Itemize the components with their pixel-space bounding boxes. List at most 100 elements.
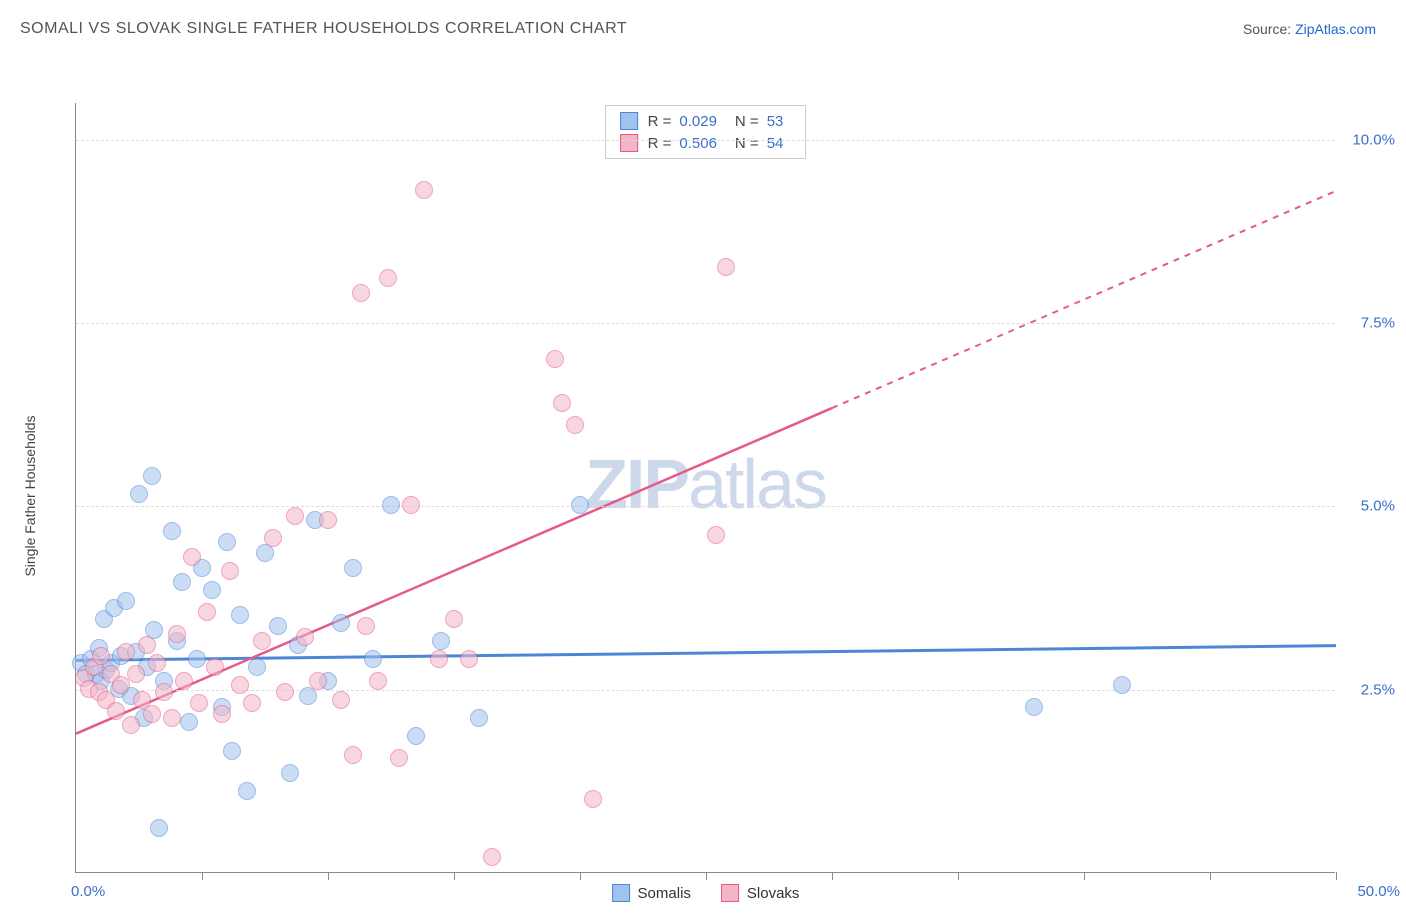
gridline [76,140,1335,141]
chart-container: Single Father Households ZIPatlas R =0.0… [20,48,1386,913]
data-point [296,628,314,646]
y-tick-label: 2.5% [1361,681,1395,698]
x-tick [580,872,581,880]
data-point [264,529,282,547]
data-point [430,650,448,668]
x-tick [706,872,707,880]
chart-title: SOMALI VS SLOVAK SINGLE FATHER HOUSEHOLD… [20,20,627,38]
data-point [203,581,221,599]
data-point [483,848,501,866]
data-point [460,650,478,668]
data-point [188,650,206,668]
data-point [717,258,735,276]
data-point [155,683,173,701]
data-point [243,694,261,712]
data-point [1113,676,1131,694]
plot-area: ZIPatlas R =0.029N =53R =0.506N =54 0.0%… [75,103,1335,873]
legend-row: R =0.029N =53 [620,110,792,132]
data-point [248,658,266,676]
data-point [150,819,168,837]
data-point [344,746,362,764]
x-tick [1336,872,1337,880]
legend-swatch [620,134,638,152]
data-point [122,716,140,734]
legend-swatch [612,884,630,902]
x-tick [454,872,455,880]
data-point [546,350,564,368]
trend-lines [76,103,1336,873]
gridline [76,690,1335,691]
data-point [309,672,327,690]
data-point [369,672,387,690]
data-point [127,665,145,683]
data-point [163,522,181,540]
data-point [168,625,186,643]
data-point [173,573,191,591]
data-point [445,610,463,628]
data-point [175,672,193,690]
data-point [238,782,256,800]
data-point [130,485,148,503]
y-tick-label: 7.5% [1361,315,1395,332]
data-point [364,650,382,668]
data-point [402,496,420,514]
data-point [143,467,161,485]
data-point [221,562,239,580]
data-point [206,658,224,676]
data-point [223,742,241,760]
data-point [143,705,161,723]
data-point [432,632,450,650]
data-point [470,709,488,727]
x-tick [958,872,959,880]
data-point [281,764,299,782]
data-point [584,790,602,808]
data-point [231,676,249,694]
data-point [566,416,584,434]
data-point [148,654,166,672]
x-tick [328,872,329,880]
data-point [276,683,294,701]
legend-item: Slovaks [721,884,800,902]
y-axis-label: Single Father Households [22,415,38,576]
x-tick [1210,872,1211,880]
legend-swatch [620,112,638,130]
data-point [107,702,125,720]
data-point [112,676,130,694]
data-point [253,632,271,650]
data-point [190,694,208,712]
data-point [198,603,216,621]
data-point [332,691,350,709]
x-tick [202,872,203,880]
data-point [553,394,571,412]
source-link[interactable]: ZipAtlas.com [1295,21,1376,37]
data-point [183,548,201,566]
y-tick-label: 5.0% [1361,498,1395,515]
data-point [332,614,350,632]
x-tick [832,872,833,880]
data-point [390,749,408,767]
watermark: ZIPatlas [585,444,826,524]
data-point [218,533,236,551]
data-point [213,705,231,723]
legend-swatch [721,884,739,902]
gridline [76,323,1335,324]
x-tick [1084,872,1085,880]
data-point [92,647,110,665]
legend-row: R =0.506N =54 [620,132,792,154]
data-point [286,507,304,525]
data-point [382,496,400,514]
legend-series: Somalis Slovaks [612,884,800,902]
data-point [707,526,725,544]
data-point [117,643,135,661]
data-point [1025,698,1043,716]
data-point [344,559,362,577]
source-attribution: Source: ZipAtlas.com [1243,21,1376,37]
data-point [269,617,287,635]
data-point [117,592,135,610]
data-point [357,617,375,635]
data-point [352,284,370,302]
data-point [231,606,249,624]
legend-item: Somalis [612,884,691,902]
data-point [407,727,425,745]
data-point [415,181,433,199]
